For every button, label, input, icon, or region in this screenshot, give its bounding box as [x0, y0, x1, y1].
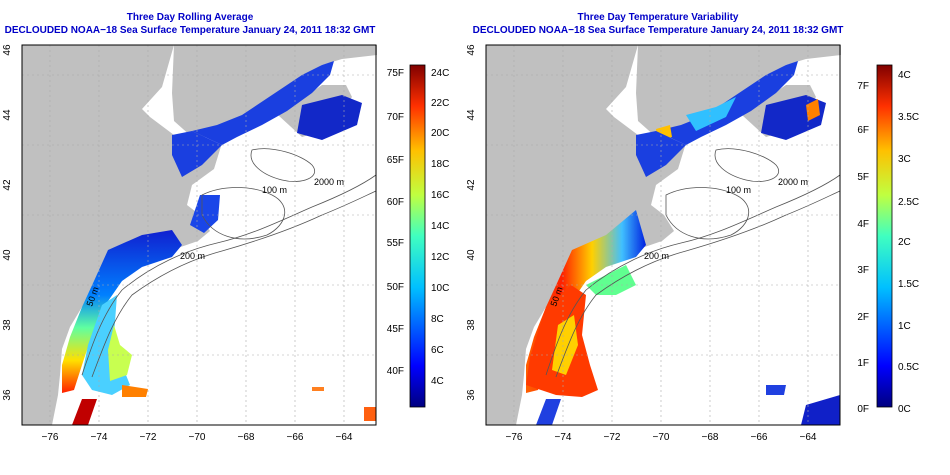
right-colorbar-c-label: 0.5C	[898, 362, 919, 373]
left-colorbar-f-label: 50F	[387, 282, 404, 293]
left-graticule	[22, 45, 376, 425]
left-map: 50 m 100 m 200 m 2000 m	[21, 44, 377, 426]
right-colorbar-f-label: 3F	[857, 265, 869, 276]
right-colorbar-ramp	[876, 64, 893, 408]
left-title-line1: Three Day Rolling Average	[126, 12, 254, 23]
left-lon-tick: −76	[42, 432, 59, 443]
left-title: Three Day Rolling Average DECLOUDED NOAA…	[0, 11, 380, 37]
left-colorbar-c-label: 20C	[431, 128, 449, 139]
right-title: Three Day Temperature Variability DECLOU…	[468, 11, 848, 37]
right-map: 50 m 100 m 200 m 2000 m	[485, 44, 841, 426]
left-sst-field	[62, 61, 376, 425]
left-lat-tick: 44	[2, 109, 13, 121]
right-colorbar-c-label: 1C	[898, 321, 911, 332]
left-colorbar-f-label: 60F	[387, 197, 404, 208]
left-colorbar-c-label: 8C	[431, 314, 444, 325]
left-colorbar-f-label: 40F	[387, 366, 404, 377]
left-lat-axis: 36 38 40 42 44 46	[2, 44, 13, 401]
left-colorbar-c-label: 4C	[431, 376, 444, 387]
right-colorbar-f-label: 2F	[857, 312, 869, 323]
left-colorbar-f-label: 45F	[387, 324, 404, 335]
right-map-frame	[485, 44, 841, 426]
right-colorbar-f-label: 5F	[857, 172, 869, 183]
left-lat-tick: 42	[2, 179, 13, 191]
left-colorbar: 75F 70F 65F 60F 55F 50F 45F 40F 24C 22C …	[387, 64, 449, 408]
right-lon-tick: −64	[800, 432, 817, 443]
left-colorbar-c-label: 16C	[431, 190, 449, 201]
right-colorbar-f-label: 7F	[857, 81, 869, 92]
right-lon-tick: −70	[653, 432, 670, 443]
right-title-line1: Three Day Temperature Variability	[577, 12, 739, 23]
right-title-line2: DECLOUDED NOAA−18 Sea Surface Temperatur…	[472, 25, 844, 36]
right-lat-tick: 46	[466, 44, 477, 56]
right-lat-tick: 38	[466, 319, 477, 331]
left-lon-tick: −68	[238, 432, 255, 443]
left-lat-tick: 46	[2, 44, 13, 56]
left-lon-axis: −76 −74 −72 −70 −68 −66 −64	[42, 432, 353, 443]
right-colorbar-c-label: 2C	[898, 237, 911, 248]
left-title-line2: DECLOUDED NOAA−18 Sea Surface Temperatur…	[4, 25, 376, 36]
left-colorbar-f-label: 65F	[387, 155, 404, 166]
right-colorbar-f-label: 6F	[857, 125, 869, 136]
left-colorbar-c-label: 10C	[431, 283, 449, 294]
left-colorbar-f-label: 70F	[387, 112, 404, 123]
left-contours	[81, 148, 377, 378]
left-map-frame	[21, 44, 377, 426]
left-colorbar-c-label: 12C	[431, 252, 449, 263]
right-colorbar-f-label: 0F	[857, 404, 869, 415]
right-lon-tick: −66	[751, 432, 768, 443]
right-colorbar-c-label: 0C	[898, 404, 911, 415]
right-colorbar-c-label: 3.5C	[898, 112, 919, 123]
right-colorbar-f-label: 4F	[857, 219, 869, 230]
right-lat-tick: 40	[466, 249, 477, 261]
left-lat-tick: 40	[2, 249, 13, 261]
right-lat-tick: 42	[466, 179, 477, 191]
right-graticule	[486, 45, 840, 425]
right-variability-field	[526, 61, 840, 425]
left-lon-tick: −74	[91, 432, 108, 443]
left-colorbar-c-label: 14C	[431, 221, 449, 232]
left-contour-label-100: 100 m	[262, 185, 287, 195]
right-colorbar-c-label: 1.5C	[898, 279, 919, 290]
right-lon-tick: −76	[506, 432, 523, 443]
right-lon-axis: −76 −74 −72 −70 −68 −66 −64	[506, 432, 817, 443]
right-lon-tick: −74	[555, 432, 572, 443]
right-contour-label-100: 100 m	[726, 185, 751, 195]
right-lon-tick: −72	[604, 432, 621, 443]
left-lon-tick: −72	[140, 432, 157, 443]
left-lon-tick: −64	[336, 432, 353, 443]
right-contour-label-2000: 2000 m	[778, 177, 808, 187]
right-contour-label-200: 200 m	[644, 251, 669, 261]
right-colorbar: 7F 6F 5F 4F 3F 2F 1F 0F 4C 3.5C 3C 2.5C …	[857, 64, 919, 415]
right-contours	[545, 148, 841, 378]
right-colorbar-c-label: 4C	[898, 70, 911, 81]
right-colorbar-f-label: 1F	[857, 358, 869, 369]
right-lat-tick: 36	[466, 389, 477, 401]
right-colorbar-c-label: 3C	[898, 154, 911, 165]
left-colorbar-f-label: 75F	[387, 68, 404, 79]
left-colorbar-f-label: 55F	[387, 238, 404, 249]
left-lat-tick: 38	[2, 319, 13, 331]
left-colorbar-c-label: 18C	[431, 159, 449, 170]
right-lat-axis: 36 38 40 42 44 46	[466, 44, 477, 401]
right-lat-tick: 44	[466, 109, 477, 121]
left-colorbar-ramp	[409, 64, 426, 408]
left-contour-label-200: 200 m	[180, 251, 205, 261]
left-colorbar-c-label: 22C	[431, 98, 449, 109]
left-colorbar-c-label: 6C	[431, 345, 444, 356]
right-lon-tick: −68	[702, 432, 719, 443]
left-contour-label-2000: 2000 m	[314, 177, 344, 187]
left-colorbar-c-label: 24C	[431, 68, 449, 79]
right-colorbar-c-label: 2.5C	[898, 197, 919, 208]
left-lon-tick: −70	[189, 432, 206, 443]
left-lat-tick: 36	[2, 389, 13, 401]
left-lon-tick: −66	[287, 432, 304, 443]
